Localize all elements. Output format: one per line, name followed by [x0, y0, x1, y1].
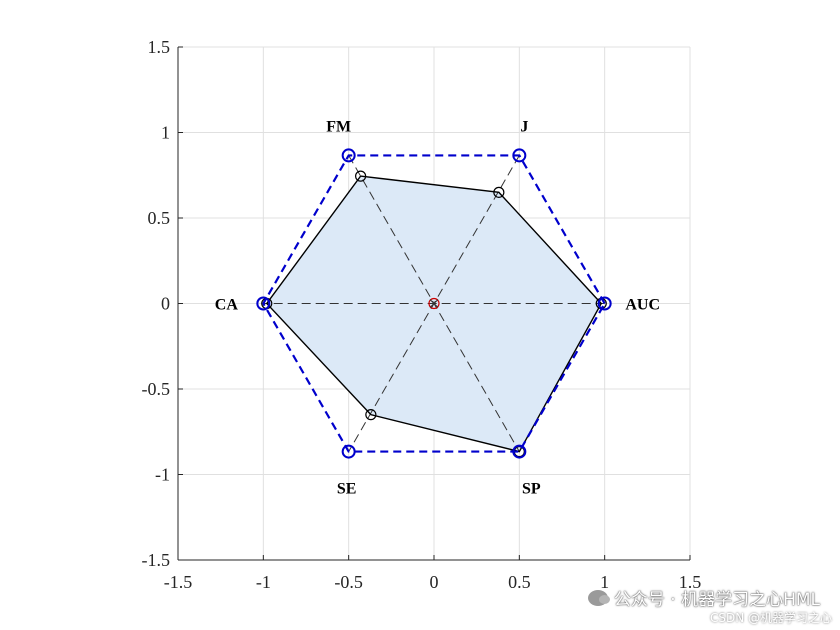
x-tick-label: 0 — [430, 572, 439, 592]
reference-point — [256, 296, 271, 311]
vertex-label: SE — [337, 481, 357, 498]
y-tick-label: 1.5 — [148, 37, 171, 57]
reference-point — [341, 148, 356, 163]
wechat-icon — [587, 589, 610, 606]
center-marker — [428, 297, 440, 310]
data-point — [493, 186, 505, 198]
x-tick-label: 1.5 — [679, 572, 702, 592]
vertex-label: SP — [522, 481, 541, 498]
y-tick-label: 0 — [161, 294, 170, 314]
reference-point — [512, 148, 527, 163]
center-cross — [429, 299, 439, 308]
y-tick-label: 1 — [161, 123, 170, 143]
axes: -1.5 -1 -0.5 0 0.5 1 1.5 1.5 1 0.5 0 -0.5 -1 -1.5 — [142, 37, 702, 592]
data-point — [355, 170, 367, 182]
watermark-text: 公众号 · 机器学习之心HML — [613, 590, 820, 610]
y-tick-label: -1 — [155, 465, 170, 485]
x-tick-label: -1.5 — [164, 572, 193, 592]
vertex-label: FM — [326, 118, 351, 135]
vertex-label: J — [520, 118, 528, 135]
y-tick-label: 0.5 — [148, 208, 171, 228]
vertex-label: AUC — [625, 297, 660, 314]
x-tick-label: -1 — [256, 572, 271, 592]
y-tick-label: -1.5 — [142, 550, 171, 570]
y-tick-label: -0.5 — [142, 379, 171, 399]
reference-point — [341, 444, 356, 459]
reference-point — [512, 444, 527, 459]
data-area — [266, 176, 602, 452]
x-tick-label: 1 — [600, 572, 609, 592]
data-outline — [265, 175, 603, 453]
x-tick-label: -0.5 — [334, 572, 363, 592]
reference-outline — [262, 154, 606, 453]
watermark: 公众号 · 机器学习之心HML — [587, 585, 820, 610]
plot-area: AUC J FM CA SE SP — [215, 118, 660, 497]
x-tick-label: 0.5 — [508, 572, 531, 592]
reference-point — [597, 296, 612, 311]
vertex-label: CA — [215, 297, 239, 314]
watermark-sub: CSDN @机器学习之心 — [709, 611, 832, 625]
data-point — [365, 409, 377, 421]
